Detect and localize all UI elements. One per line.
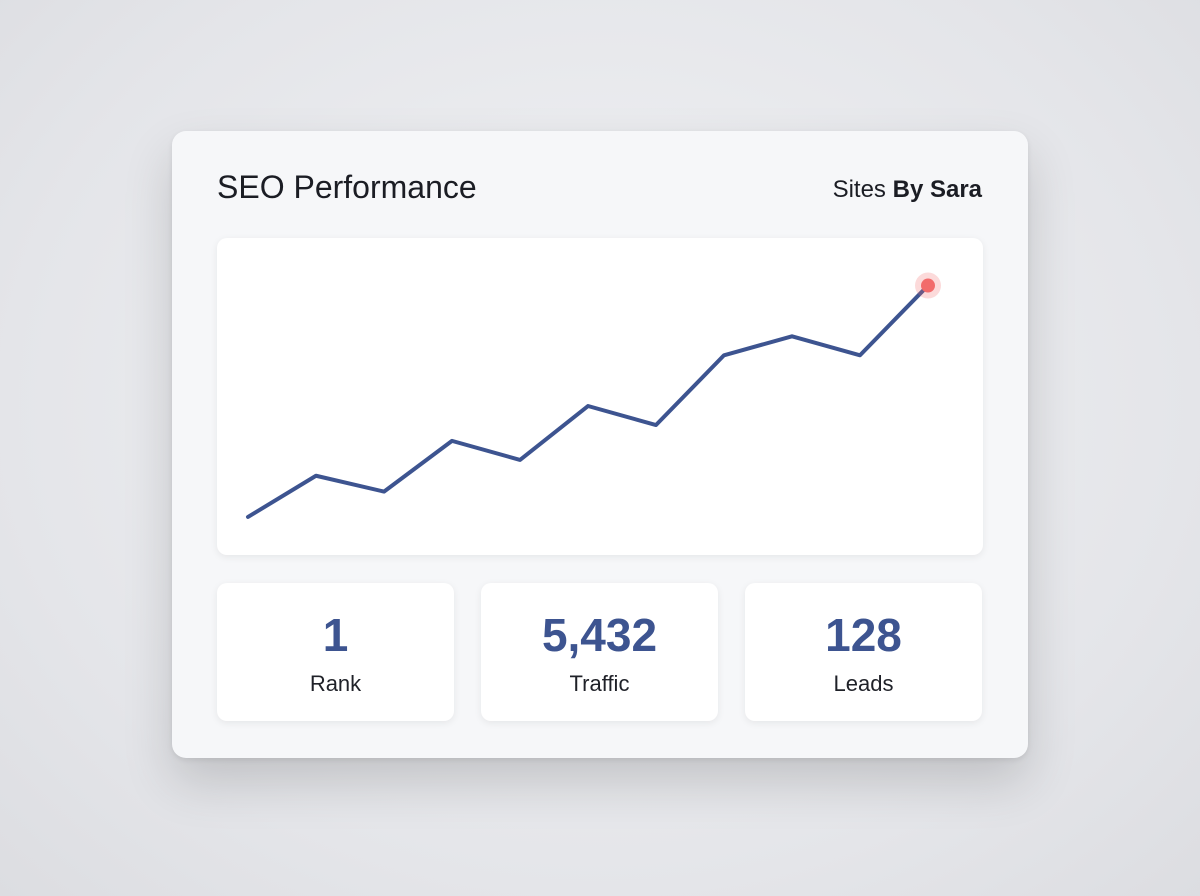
stat-card: 128 Leads — [745, 583, 982, 721]
stat-label: Traffic — [569, 671, 630, 696]
brand-name: By Sara — [892, 176, 982, 203]
brand: Sites By Sara — [833, 176, 982, 204]
chart-panel — [217, 238, 983, 555]
stat-value: 1 — [322, 609, 349, 661]
stat-card: 5,432 Traffic — [481, 583, 718, 721]
stat-value: 5,432 — [541, 609, 658, 661]
latest-point — [921, 278, 935, 293]
stat-label: Leads — [833, 671, 894, 696]
chart — [246, 272, 941, 519]
title: SEO Performance — [217, 169, 477, 205]
brand-prefix: Sites — [832, 176, 886, 203]
stat-value: 128 — [825, 609, 902, 661]
trend-line — [246, 283, 930, 519]
stat-label: Rank — [309, 671, 362, 696]
stat-card: 1 Rank — [217, 583, 454, 721]
dashboard-card: SEO Performance Sites By Sara 1 Rank 5,432… — [172, 131, 1028, 758]
